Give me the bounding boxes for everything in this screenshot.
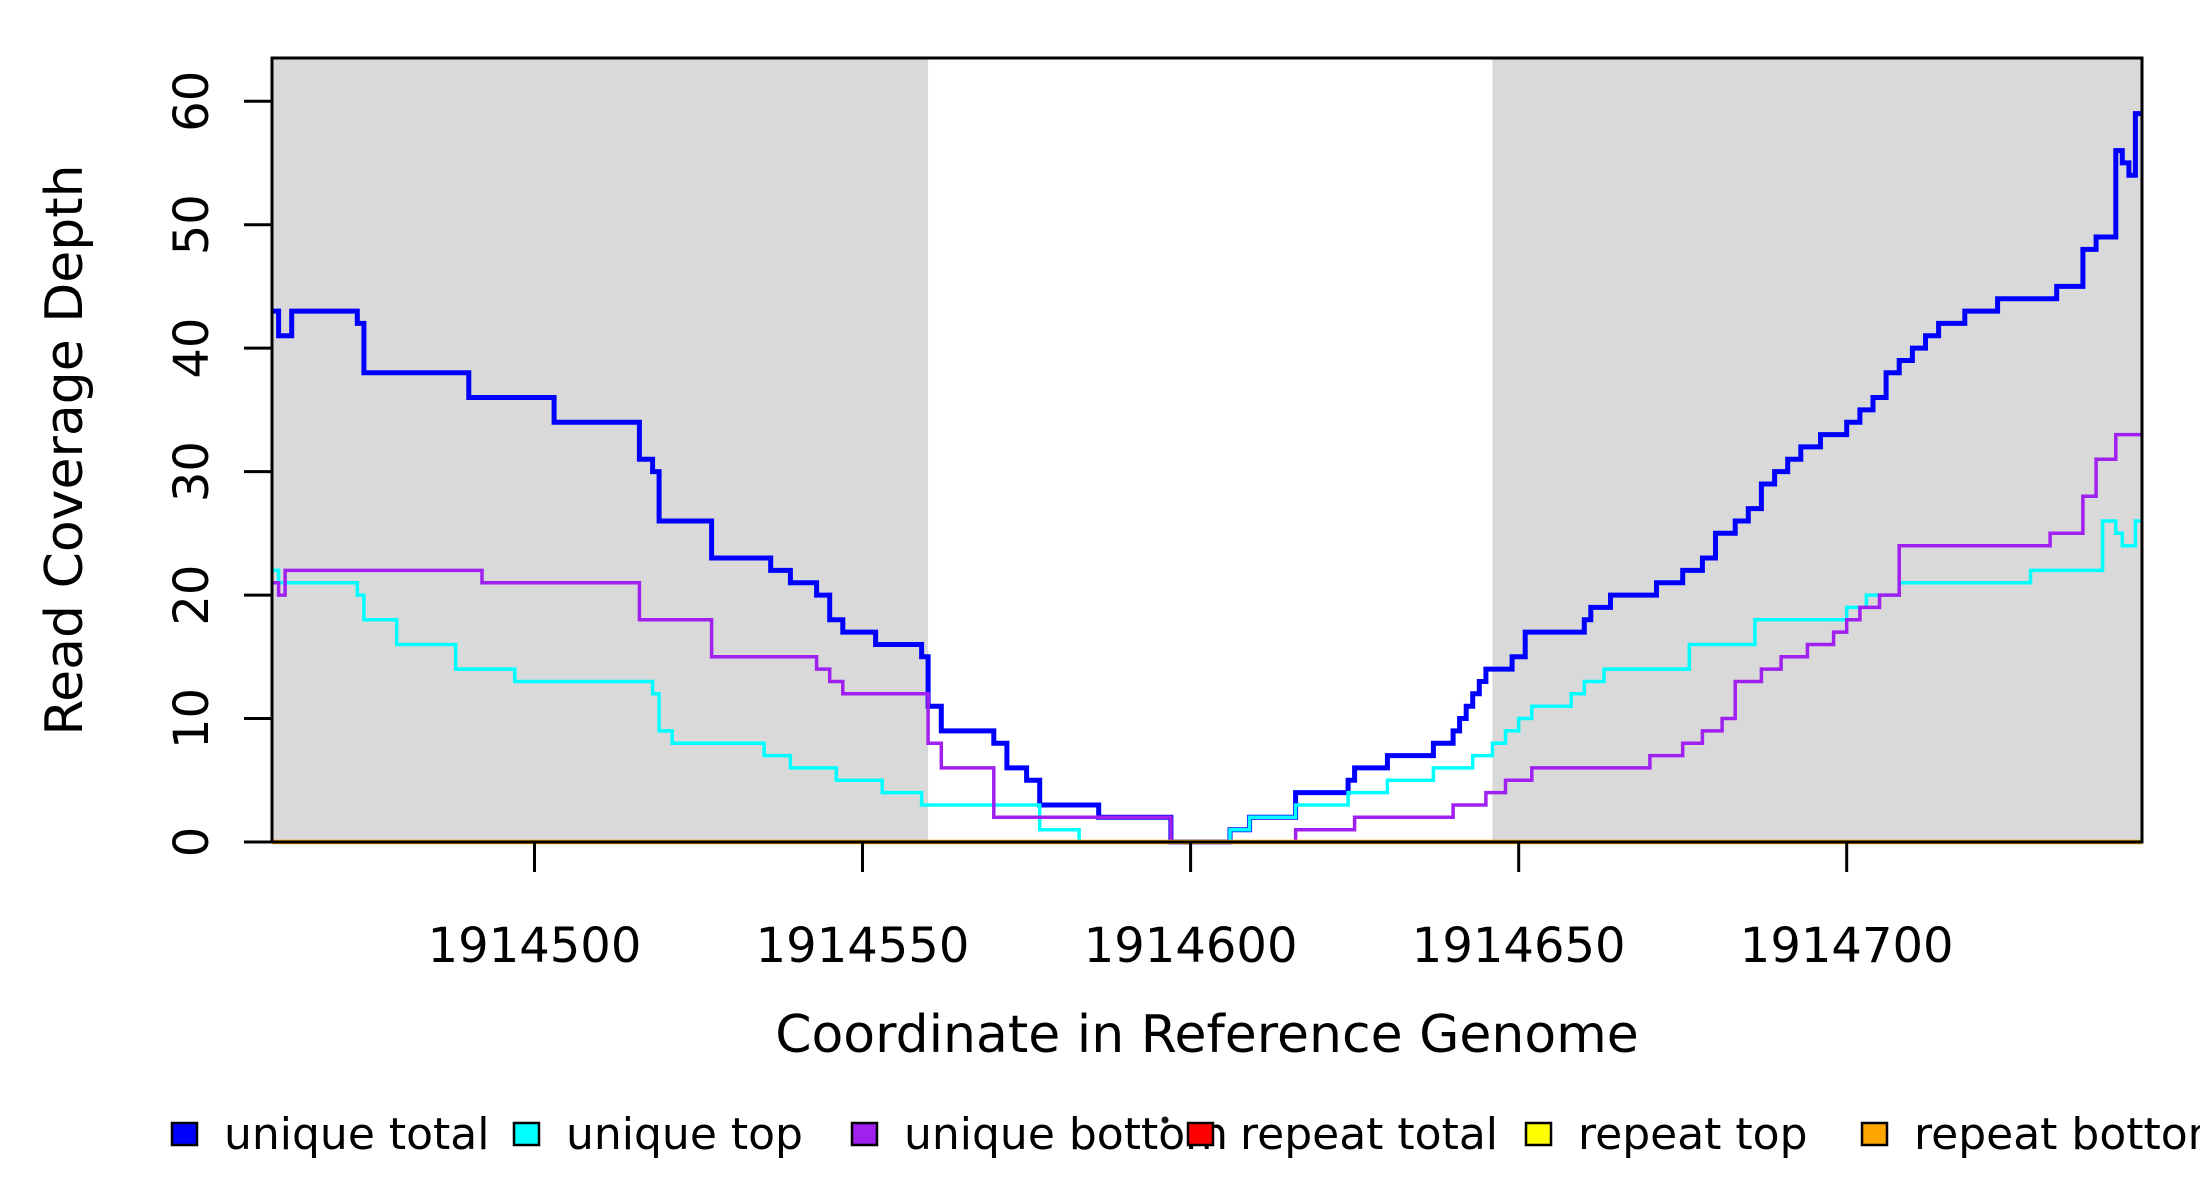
shaded-region <box>272 58 929 842</box>
y-tick-label: 50 <box>164 194 220 255</box>
y-tick-label: 30 <box>164 441 220 502</box>
legend-label: repeat top <box>1578 1109 1808 1160</box>
y-tick-label: 20 <box>164 565 220 626</box>
legend-item-repeat-total: repeat total <box>1186 1109 1498 1160</box>
plot-border <box>270 56 2144 844</box>
legend-label: repeat total <box>1240 1109 1498 1160</box>
y-tick-label: 10 <box>164 688 220 749</box>
plot-frame <box>270 56 2144 844</box>
x-axis-title: Coordinate in Reference Genome <box>775 1005 1639 1065</box>
legend-item-unique-bottom: unique bottom <box>850 1109 1228 1160</box>
legend-swatch-repeat-top <box>1524 1121 1553 1147</box>
legend-label: unique top <box>566 1109 803 1160</box>
x-tick-label: 1914700 <box>1740 918 1954 974</box>
stray-dot-artifact <box>1161 1116 1169 1124</box>
legend-swatch-unique-bottom <box>850 1121 879 1147</box>
series-line-unique-top <box>272 519 2142 844</box>
legend-item-repeat-top: repeat top <box>1524 1109 1808 1160</box>
legend-label: unique total <box>224 1109 489 1160</box>
legend-label: repeat bottom <box>1914 1109 2200 1160</box>
series-line-unique-bottom <box>272 432 2142 844</box>
x-tick-label: 1914500 <box>428 918 642 974</box>
axis-titles: Coordinate in Reference Genome Read Cove… <box>35 164 1639 1065</box>
shaded-region <box>1492 58 2142 842</box>
legend-item-unique-top: unique top <box>512 1109 803 1160</box>
y-axis: 0 10 20 30 40 50 60 <box>164 71 271 858</box>
legend-swatch-repeat-total <box>1186 1121 1215 1147</box>
legend-swatch-unique-total <box>170 1121 199 1147</box>
x-axis: 1914500 1914550 1914600 1914650 1914700 <box>428 843 1954 974</box>
x-tick-label: 1914650 <box>1412 918 1626 974</box>
x-tick-label: 1914550 <box>756 918 970 974</box>
legend-item-unique-total: unique total <box>170 1109 489 1160</box>
legend-item-repeat-bottom: repeat bottom <box>1860 1109 2200 1160</box>
y-tick-label: 60 <box>164 71 220 132</box>
legend-label: unique bottom <box>904 1109 1228 1160</box>
y-axis-title: Read Coverage Depth <box>35 164 95 735</box>
y-tick-label: 0 <box>164 827 220 858</box>
legend: unique total unique top unique bottom repea… <box>170 1109 2200 1160</box>
x-tick-label: 1914600 <box>1084 918 1298 974</box>
shaded-regions <box>272 58 2142 842</box>
series-line-unique-total <box>272 111 2142 845</box>
legend-swatch-repeat-bottom <box>1860 1121 1889 1147</box>
legend-swatch-unique-top <box>512 1121 541 1147</box>
y-tick-label: 40 <box>164 318 220 379</box>
